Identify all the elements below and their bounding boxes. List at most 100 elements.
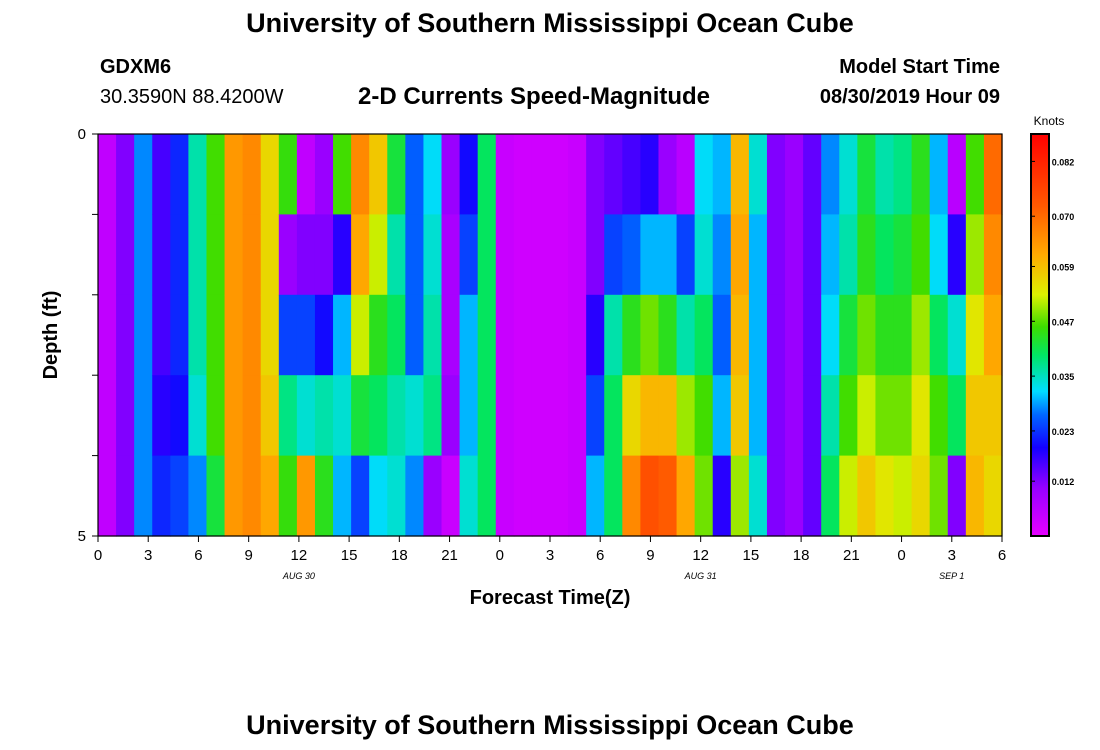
heatmap-cell: [152, 214, 171, 296]
colorbar-tick-label: 0.012: [1052, 477, 1075, 487]
heatmap-cell: [911, 214, 931, 296]
heatmap-cell: [116, 375, 135, 457]
heatmap-cell: [694, 214, 714, 296]
heatmap-cell: [98, 134, 117, 215]
heatmap-cell: [278, 214, 298, 296]
heatmap-cell: [694, 294, 714, 376]
heatmap-cell: [785, 294, 804, 376]
heatmap-cell: [766, 375, 786, 457]
x-tick-label: 15: [743, 547, 760, 564]
heatmap-cell: [531, 455, 551, 537]
heatmap-cell: [459, 214, 479, 296]
heatmap-cell: [98, 455, 117, 537]
colorbar-tick-label: 0.082: [1052, 157, 1075, 167]
heatmap-cell: [423, 375, 443, 457]
heatmap-cell: [134, 455, 153, 537]
heatmap-cell: [839, 375, 858, 457]
heatmap-cell: [947, 134, 967, 215]
heatmap-cell: [694, 134, 714, 215]
heatmap-cell: [224, 294, 244, 376]
heatmap-cell: [965, 455, 985, 537]
heatmap-cell: [604, 294, 623, 376]
heatmap-cell: [405, 375, 425, 457]
heatmap-cell: [893, 375, 913, 457]
heatmap-cell: [98, 214, 117, 296]
heatmap-cell: [676, 214, 696, 296]
heatmap-cell: [712, 134, 732, 215]
heatmap-cell: [766, 134, 786, 215]
heatmap-cell: [152, 294, 171, 376]
heatmap-cell: [640, 375, 660, 457]
heatmap-cell: [170, 214, 189, 296]
heatmap-cell: [369, 375, 388, 457]
x-tick-label: 3: [144, 547, 152, 564]
heatmap-cell: [640, 214, 660, 296]
heatmap-cell: [785, 214, 804, 296]
colorbar: Knots 0.012 0.023 0.035 0.047 0.059 0.070 0.08…: [1030, 114, 1075, 537]
x-axis: 0 3 6 9 12 15 18 21 0 3 6 9 12 15 18 21 0 3 6 AUG 30 AUG 31 S…: [94, 536, 1006, 581]
heatmap-cell: [929, 375, 949, 457]
heatmap-cell: [405, 134, 425, 215]
heatmap-cell: [314, 134, 334, 215]
heatmap-cell: [658, 294, 678, 376]
heatmap-cell: [477, 134, 497, 215]
heatmap-cell: [387, 214, 406, 296]
x-tick-label: 12: [692, 547, 709, 564]
heatmap-cell: [839, 214, 858, 296]
heatmap-cell: [260, 214, 280, 296]
heatmap-cell: [333, 294, 352, 376]
heatmap-cell: [640, 455, 660, 537]
heatmap-cell: [857, 214, 877, 296]
heatmap-cell: [839, 134, 858, 215]
heatmap-cell: [351, 294, 370, 376]
heatmap-cell: [911, 455, 931, 537]
heatmap-cell: [459, 455, 479, 537]
heatmap-cell: [568, 455, 587, 537]
heatmap-cell: [369, 294, 388, 376]
heatmap-cell: [550, 294, 569, 376]
heatmap-cell: [550, 134, 569, 215]
heatmap-cell: [314, 375, 334, 457]
heatmap-cell: [477, 455, 497, 537]
heatmap-cell: [785, 455, 804, 537]
colorbar-tick-label: 0.023: [1052, 427, 1075, 437]
heatmap-cell: [586, 294, 605, 376]
heatmap-cell: [152, 375, 171, 457]
heatmap-cell: [188, 294, 208, 376]
page-title-bottom: University of Southern Mississippi Ocean…: [246, 710, 854, 740]
heatmap-cell: [911, 294, 931, 376]
heatmap-cell: [622, 375, 641, 457]
heatmap-cell: [622, 455, 641, 537]
heatmap-cell: [694, 455, 714, 537]
heatmap-cell: [333, 375, 352, 457]
x-tick-label: 0: [897, 547, 905, 564]
heatmap-cell: [911, 134, 931, 215]
heatmap-cell: [586, 455, 605, 537]
heatmap-cell: [531, 134, 551, 215]
heatmap-cell: [766, 294, 786, 376]
x-tick-label: 3: [546, 547, 554, 564]
heatmap-cell: [676, 375, 696, 457]
heatmap-cell: [116, 134, 135, 215]
heatmap-cell: [821, 375, 840, 457]
heatmap-cell: [803, 214, 822, 296]
heatmap-cell: [206, 134, 226, 215]
heatmap-cell: [676, 134, 696, 215]
heatmap-cell: [911, 375, 931, 457]
heatmap-cell: [712, 214, 732, 296]
heatmap-cell: [242, 214, 262, 296]
heatmap-cell: [676, 455, 696, 537]
heatmap-cell: [550, 214, 569, 296]
heatmap-cell: [314, 214, 334, 296]
heatmap-cell: [477, 375, 497, 457]
heatmap-cell: [333, 134, 352, 215]
heatmap-cell: [821, 134, 840, 215]
y-tick-label: 5: [78, 528, 86, 545]
heatmap-cell: [441, 375, 461, 457]
heatmap-cell: [604, 455, 623, 537]
colorbar-unit: Knots: [1034, 114, 1065, 128]
heatmap-cell: [170, 294, 189, 376]
heatmap-cell: [622, 294, 641, 376]
heatmap-cell: [116, 294, 135, 376]
heatmap-cells: [98, 134, 1003, 537]
